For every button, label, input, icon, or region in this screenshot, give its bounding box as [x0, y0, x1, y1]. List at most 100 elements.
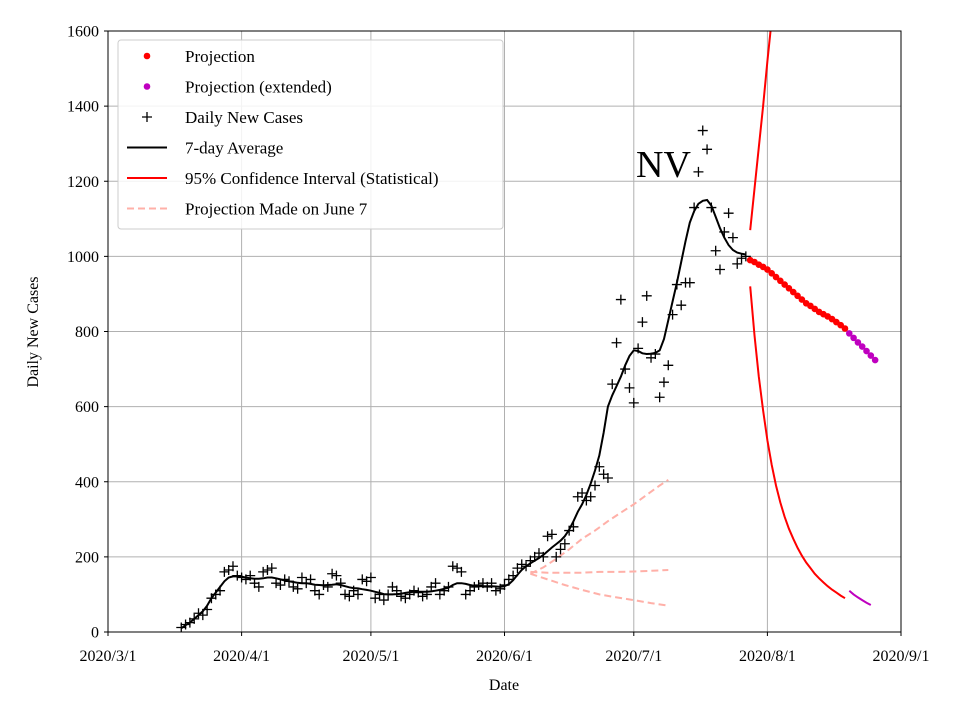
projection-point	[794, 292, 801, 300]
projection-point	[764, 266, 771, 273]
daily-case-point	[227, 561, 238, 572]
daily-case-point	[180, 619, 191, 630]
daily-case-point	[189, 613, 200, 624]
y-tick-label: 1200	[67, 174, 99, 191]
projection-extended-point	[867, 352, 875, 359]
daily-case-point	[473, 580, 484, 591]
y-tick-label: 600	[75, 399, 99, 416]
june7-projection-middle-line	[530, 569, 669, 574]
legend-label: Daily New Cases	[185, 108, 303, 127]
ci-lower-line	[749, 286, 846, 600]
daily-case-point	[633, 343, 644, 354]
daily-case-point	[236, 572, 247, 583]
y-tick-label: 400	[75, 474, 99, 491]
projection-point	[781, 281, 788, 288]
daily-case-point	[719, 226, 730, 237]
projection-extended-point	[854, 339, 862, 346]
daily-case-point	[551, 551, 562, 562]
y-tick-label: 1600	[67, 24, 99, 41]
daily-case-point	[258, 566, 269, 577]
daily-case-point	[667, 309, 678, 320]
daily-case-point	[654, 392, 665, 403]
daily-case-point	[676, 300, 687, 311]
daily-case-point	[253, 581, 264, 592]
daily-case-point	[335, 578, 346, 589]
legend-label: Projection Made on June 7	[185, 200, 368, 219]
legend: Projection Projection (extended) Daily New…	[117, 39, 504, 230]
daily-case-point	[658, 377, 669, 388]
daily-case-point	[396, 591, 407, 602]
x-tick-label: 2020/9/1	[873, 648, 930, 665]
daily-case-point	[602, 472, 613, 483]
daily-case-point	[430, 578, 441, 589]
projection-extended-point	[850, 334, 857, 342]
legend-plus-marker	[142, 112, 152, 122]
y-tick-label: 0	[91, 625, 99, 642]
daily-case-point	[555, 544, 566, 555]
daily-case-point	[559, 538, 570, 549]
daily-case-point	[232, 570, 243, 581]
daily-case-point	[193, 608, 204, 619]
daily-case-point	[288, 581, 299, 592]
daily-case-point	[266, 563, 277, 574]
legend-box	[117, 39, 504, 230]
daily-case-point	[684, 277, 695, 288]
daily-case-point	[305, 574, 316, 585]
y-axis-label: Daily New Cases	[25, 276, 42, 387]
daily-case-point	[594, 461, 605, 472]
daily-case-point	[340, 589, 351, 600]
daily-case-point	[374, 589, 385, 600]
daily-case-point	[279, 574, 290, 585]
daily-case-point	[421, 589, 432, 600]
daily-case-point	[499, 580, 510, 591]
daily-case-point	[443, 581, 454, 592]
daily-case-point	[202, 604, 213, 615]
daily-case-point	[262, 565, 273, 576]
daily-case-point	[714, 264, 725, 275]
chart-annotation: NV	[636, 144, 691, 186]
daily-case-point	[546, 529, 557, 540]
daily-case-point	[284, 576, 295, 587]
daily-case-point	[408, 585, 419, 596]
projection-point	[772, 273, 780, 281]
daily-case-point	[727, 232, 738, 243]
daily-case-point	[693, 166, 704, 177]
daily-case-point	[542, 531, 553, 542]
daily-case-point	[702, 144, 713, 155]
y-tick-label: 1000	[67, 249, 99, 266]
x-tick-label: 2020/7/1	[605, 648, 662, 665]
daily-case-point	[671, 279, 682, 290]
daily-case-point	[628, 397, 639, 408]
legend-label: Projection	[185, 47, 255, 66]
series-group	[176, 31, 879, 632]
daily-case-point	[663, 360, 674, 371]
projection-point	[768, 269, 776, 277]
daily-case-point	[391, 585, 402, 596]
june7-projection-upper-line	[529, 479, 669, 575]
daily-case-point	[732, 258, 743, 269]
daily-case-point	[641, 290, 652, 301]
daily-case-point	[447, 561, 458, 572]
daily-case-point	[219, 566, 230, 577]
daily-case-point	[271, 578, 282, 589]
june7-projection-lower-line	[530, 572, 669, 607]
daily-case-point	[516, 559, 527, 570]
daily-case-point	[585, 491, 596, 502]
daily-case-point	[296, 572, 307, 583]
projection-point	[798, 296, 806, 303]
daily-case-point	[322, 581, 333, 592]
daily-case-point	[318, 580, 329, 591]
daily-case-point	[706, 202, 717, 213]
daily-case-point	[357, 574, 368, 585]
x-tick-label: 2020/3/1	[80, 648, 137, 665]
x-tick-label: 2020/6/1	[476, 648, 533, 665]
daily-case-point	[344, 591, 355, 602]
daily-case-point	[456, 566, 467, 577]
daily-case-point	[486, 578, 497, 589]
y-tick-label: 800	[75, 324, 99, 341]
daily-case-point	[637, 317, 648, 328]
daily-case-point	[490, 585, 501, 596]
daily-case-point	[417, 591, 428, 602]
daily-case-point	[378, 595, 389, 606]
projection-extended-point	[871, 356, 879, 364]
